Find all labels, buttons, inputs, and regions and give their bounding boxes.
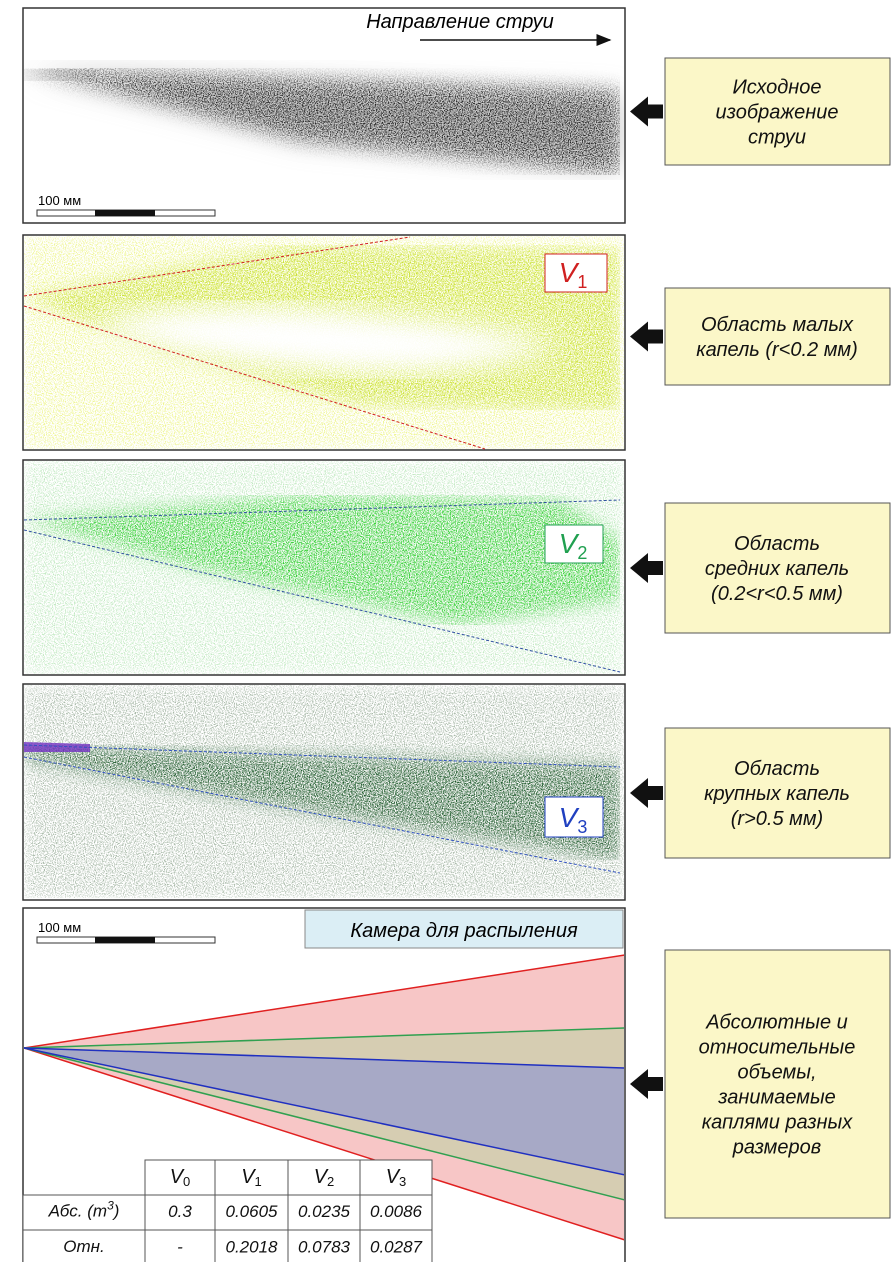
table-value: 0.0235 — [298, 1202, 351, 1221]
table-value: - — [177, 1237, 183, 1256]
pointer-arrow — [630, 553, 663, 583]
subscript: 0 — [183, 1174, 190, 1189]
pointer-arrow — [630, 322, 663, 352]
label-box — [665, 950, 890, 1218]
small-panel: V1 — [23, 235, 625, 450]
page: Spray droplet regions html, body { margi… — [0, 0, 891, 1262]
direction-label: Направление струи — [366, 11, 554, 33]
original-panel: Направление струи 100 мм — [23, 8, 625, 223]
label-line: Абсолютные и — [705, 1012, 848, 1034]
label-line: струи — [748, 127, 806, 149]
subscript: 3 — [399, 1174, 406, 1189]
label-line: относительные — [699, 1037, 856, 1059]
label-box — [665, 288, 890, 385]
subscript: 2 — [577, 543, 587, 563]
label-line: Область — [734, 758, 820, 780]
pointer-arrow — [630, 1069, 663, 1099]
labels: Исходное изображение струи Область малых кап… — [630, 58, 890, 1218]
scale-label: 100 мм — [38, 193, 81, 208]
subscript: 1 — [255, 1174, 262, 1189]
label-line: занимаемые — [717, 1087, 836, 1109]
subscript: 3 — [577, 817, 587, 837]
label-line: (0.2<r<0.5 мм) — [711, 583, 843, 605]
large-panel: V3 — [23, 684, 625, 900]
label-line: капель (r<0.2 мм) — [696, 339, 858, 361]
label-line: Исходное — [732, 77, 821, 99]
table-value: 0.3 — [168, 1202, 192, 1221]
label-line: размеров — [732, 1137, 821, 1159]
label-line: объемы, — [737, 1062, 816, 1084]
label-main: Абс. (m — [48, 1202, 107, 1221]
pointer-arrow — [630, 778, 663, 808]
table-value: 0.0783 — [298, 1237, 351, 1256]
table-value: 0.0287 — [370, 1237, 423, 1256]
label-line: Область малых — [701, 314, 854, 336]
label-end: ) — [112, 1202, 120, 1221]
subscript: 1 — [577, 272, 587, 292]
medium-panel: V2 — [23, 460, 625, 675]
body: {"header": {"direction": "Направление ст… — [0, 0, 891, 1262]
label-line: изображение — [716, 102, 839, 124]
label-main: Отн. — [63, 1237, 104, 1256]
scale-bar-fill — [95, 210, 155, 216]
chamber-title: Камера для распыления — [350, 920, 578, 942]
table-value: 0.2018 — [226, 1237, 279, 1256]
table-value: 0.0605 — [226, 1202, 279, 1221]
table-value: 0.0086 — [370, 1202, 423, 1221]
label-line: каплями разных — [702, 1112, 854, 1134]
subscript: 2 — [327, 1174, 334, 1189]
figure: Направление струи 100 мм V1 V2 — [0, 0, 891, 1262]
row-label: Отн. — [63, 1237, 104, 1256]
label-line: средних капель — [705, 558, 849, 580]
scale-label: 100 мм — [38, 920, 81, 935]
label-line: (r>0.5 мм) — [731, 808, 823, 830]
label-line: Область — [734, 533, 820, 555]
label-line: крупных капель — [704, 783, 850, 805]
scale-bar-fill — [95, 937, 155, 943]
pointer-arrow — [630, 97, 663, 127]
